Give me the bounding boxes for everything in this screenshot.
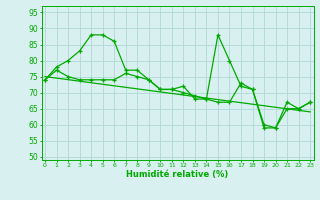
X-axis label: Humidité relative (%): Humidité relative (%): [126, 170, 229, 179]
